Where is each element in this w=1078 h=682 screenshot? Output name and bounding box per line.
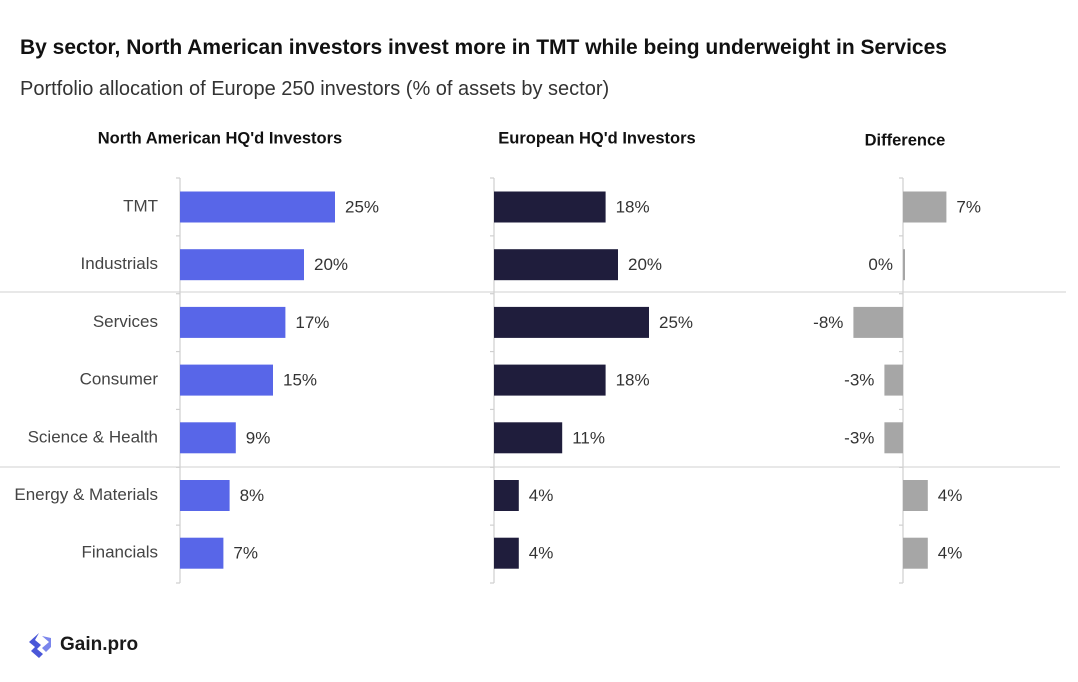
difference-bar-tmt: [903, 191, 947, 223]
difference-bar-financials: [903, 537, 928, 569]
north-american-value-label: 7%: [233, 544, 258, 563]
difference-panel-title: Difference: [865, 131, 946, 149]
brand-name: Gain.pro: [60, 634, 139, 655]
european-bar-tmt: [494, 191, 606, 223]
european-bar-services: [494, 306, 649, 338]
european-value-label: 18%: [616, 197, 650, 216]
european-bar-consumer: [494, 364, 606, 396]
category-label: TMT: [123, 196, 158, 215]
north-american-bar-consumer: [180, 364, 273, 396]
difference-value-label: 7%: [956, 197, 981, 216]
category-label: Science & Health: [28, 427, 158, 446]
difference-bar-energy-materials: [903, 480, 928, 511]
category-label: Services: [93, 312, 158, 331]
difference-bar-services: [853, 306, 903, 338]
north-american-value-label: 17%: [295, 313, 329, 332]
european-bar-industrials: [494, 249, 618, 281]
difference-value-label: -3%: [844, 371, 874, 390]
european-value-label: 25%: [659, 313, 693, 332]
european-bar-energy-materials: [494, 480, 519, 511]
difference-bar-science-health: [884, 422, 903, 454]
difference-bar-consumer: [884, 364, 903, 396]
european-panel-title: European HQ'd Investors: [498, 129, 695, 147]
difference-value-label: 4%: [938, 544, 963, 563]
chart-title: By sector, North American investors inve…: [20, 36, 947, 59]
category-label: Consumer: [80, 370, 159, 389]
north-american-panel-title: North American HQ'd Investors: [98, 129, 342, 147]
north-american-bar-industrials: [180, 249, 304, 281]
difference-value-label: 0%: [868, 255, 893, 274]
european-bar-science-health: [494, 422, 563, 454]
category-label: Financials: [81, 543, 158, 562]
north-american-bar-science-health: [180, 422, 236, 454]
north-american-value-label: 25%: [345, 197, 379, 216]
european-value-label: 20%: [628, 255, 662, 274]
european-value-label: 11%: [572, 428, 605, 447]
category-label: Industrials: [81, 254, 158, 273]
chart-subtitle: Portfolio allocation of Europe 250 inves…: [20, 78, 610, 100]
north-american-bar-energy-materials: [180, 480, 230, 511]
difference-value-label: 4%: [938, 486, 963, 505]
european-value-label: 18%: [616, 371, 650, 390]
european-bar-financials: [494, 537, 519, 569]
north-american-value-label: 20%: [314, 255, 348, 274]
european-value-label: 4%: [529, 486, 554, 505]
european-value-label: 4%: [529, 544, 554, 563]
north-american-value-label: 15%: [283, 371, 317, 390]
north-american-bar-services: [180, 306, 286, 338]
north-american-bar-tmt: [180, 191, 335, 223]
north-american-value-label: 9%: [246, 428, 271, 447]
difference-bar-industrials: [903, 249, 905, 281]
category-label: Energy & Materials: [14, 485, 158, 504]
difference-value-label: -8%: [813, 313, 843, 332]
brand-logo: Gain.pro: [24, 630, 138, 660]
difference-value-label: -3%: [844, 428, 874, 447]
north-american-value-label: 8%: [240, 486, 265, 505]
north-american-bar-financials: [180, 537, 224, 569]
gain-pro-logo-icon: [29, 633, 51, 658]
